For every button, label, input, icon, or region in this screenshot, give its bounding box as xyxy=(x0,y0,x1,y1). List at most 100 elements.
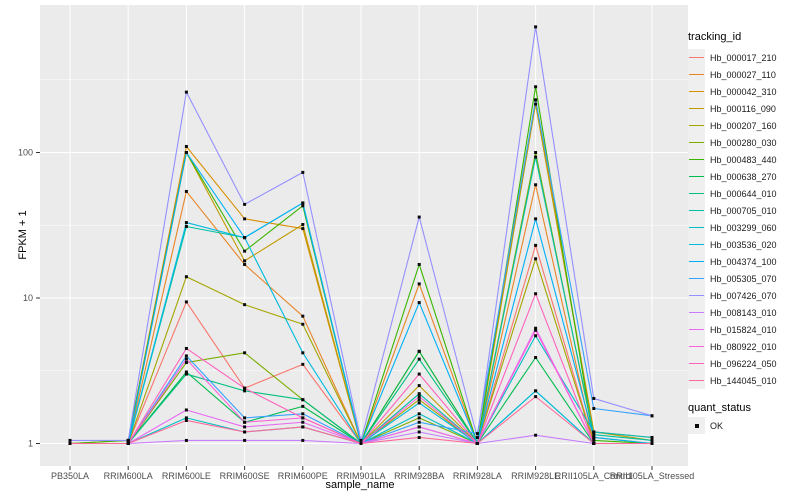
data-point-marker xyxy=(243,262,247,266)
legend-color-line-icon xyxy=(689,345,704,348)
data-point-marker xyxy=(534,292,538,296)
data-point-marker xyxy=(534,25,538,29)
data-point-marker xyxy=(417,301,421,305)
data-point-marker xyxy=(301,416,305,420)
legend-item-Hb_000638_270: Hb_000638_270 xyxy=(688,168,798,185)
data-point-marker xyxy=(243,217,247,221)
legend-item-Hb_000483_440: Hb_000483_440 xyxy=(688,151,798,168)
data-point-marker xyxy=(184,372,188,376)
data-point-marker xyxy=(184,300,188,304)
data-point-marker xyxy=(417,262,421,266)
legend-color-line-icon xyxy=(689,56,704,59)
y-tick-label: 1 xyxy=(28,439,33,449)
x-tick-label: PB350LA xyxy=(51,471,89,481)
data-point-marker xyxy=(534,257,538,261)
legend-label: Hb_096224_050 xyxy=(710,358,777,369)
data-point-marker xyxy=(417,416,421,420)
x-tick-label: RRIM928LE xyxy=(511,471,560,481)
data-point-marker xyxy=(475,435,479,439)
data-point-marker xyxy=(184,346,188,350)
data-point-marker xyxy=(184,90,188,94)
data-point-marker xyxy=(126,442,130,445)
legend-items: Hb_000017_210 Hb_000027_110 Hb_000042_310 H… xyxy=(688,49,798,389)
x-tick-label: RRIM928BA xyxy=(394,471,444,481)
data-point-marker xyxy=(534,356,538,360)
legend-key xyxy=(688,253,705,270)
data-point-marker xyxy=(650,414,654,418)
legend-color-line-icon xyxy=(689,379,704,382)
x-tick-label: RRIM928LA xyxy=(453,471,502,481)
data-point-marker xyxy=(650,435,654,439)
data-point-marker xyxy=(417,420,421,424)
x-axis-title: sample_name xyxy=(325,479,395,491)
data-point-marker xyxy=(534,334,538,338)
data-point-marker xyxy=(184,370,188,374)
legend-key xyxy=(688,304,705,321)
data-point-marker xyxy=(243,351,247,355)
legend-label: Hb_000027_110 xyxy=(710,69,776,80)
data-point-marker xyxy=(301,404,305,408)
data-point-marker xyxy=(417,357,421,361)
data-point-marker xyxy=(417,282,421,286)
data-point-marker xyxy=(243,389,247,393)
data-point-marker xyxy=(417,435,421,439)
data-point-marker xyxy=(534,98,538,102)
data-point-marker xyxy=(243,430,247,434)
data-point-marker xyxy=(534,151,538,154)
legend-label: Hb_008143_010 xyxy=(710,307,777,318)
legend-color-line-icon xyxy=(689,124,704,127)
data-point-marker xyxy=(184,144,188,148)
x-tick-label: RRIM600PE xyxy=(278,471,328,481)
data-point-marker xyxy=(359,438,363,442)
data-point-marker xyxy=(592,430,596,434)
data-point-marker xyxy=(184,189,188,193)
legend-color-line-icon xyxy=(689,294,704,297)
data-point-marker xyxy=(417,349,421,353)
legend-label-ok: OK xyxy=(710,420,724,431)
data-point-marker xyxy=(417,430,421,434)
data-point-marker xyxy=(417,395,421,399)
legend-key xyxy=(688,270,705,287)
legend-label: Hb_000017_210 xyxy=(710,52,777,63)
plot-panel xyxy=(40,5,688,466)
data-point-marker xyxy=(417,401,421,405)
data-point-marker xyxy=(243,416,247,420)
legend-color-line-icon xyxy=(689,90,704,93)
legend-label: Hb_003299_060 xyxy=(710,222,777,233)
data-point-marker xyxy=(243,259,247,263)
data-point-marker xyxy=(301,438,305,442)
legend-item-Hb_000705_010: Hb_000705_010 xyxy=(688,202,798,219)
data-point-marker xyxy=(243,303,247,307)
data-point-marker xyxy=(68,442,72,445)
data-point-marker xyxy=(650,438,654,442)
legend-key xyxy=(688,185,705,202)
data-point-marker xyxy=(417,412,421,416)
data-point-marker xyxy=(417,384,421,388)
y-axis-title: FPKM + 1 xyxy=(17,210,29,260)
data-point-marker xyxy=(243,202,247,206)
data-point-marker xyxy=(184,225,188,229)
legend-key xyxy=(688,66,705,83)
legend-item-Hb_004374_100: Hb_004374_100 xyxy=(688,253,798,270)
data-point-marker xyxy=(534,326,538,330)
data-point-marker xyxy=(534,155,538,159)
data-point-marker xyxy=(126,438,130,442)
legend-key xyxy=(688,134,705,151)
data-point-marker xyxy=(184,221,188,225)
legend-key xyxy=(688,355,705,372)
legend-label: Hb_007426_070 xyxy=(710,290,777,301)
legend-label: Hb_003536_020 xyxy=(710,239,777,250)
data-point-marker xyxy=(301,223,305,227)
legend-label: Hb_015824_010 xyxy=(710,324,777,335)
x-tick-label: RRII105LA_Stressed xyxy=(610,471,695,481)
legend-item-Hb_000644_010: Hb_000644_010 xyxy=(688,185,798,202)
legend-item-Hb_003536_020: Hb_003536_020 xyxy=(688,236,798,253)
data-point-marker xyxy=(417,215,421,219)
legend-label: Hb_004374_100 xyxy=(710,256,777,267)
data-point-marker xyxy=(592,396,596,400)
legend-label: Hb_080922_010 xyxy=(710,341,777,352)
data-point-marker xyxy=(301,314,305,318)
legend-key xyxy=(688,49,705,66)
data-point-marker xyxy=(475,442,479,445)
data-point-marker xyxy=(534,102,538,106)
